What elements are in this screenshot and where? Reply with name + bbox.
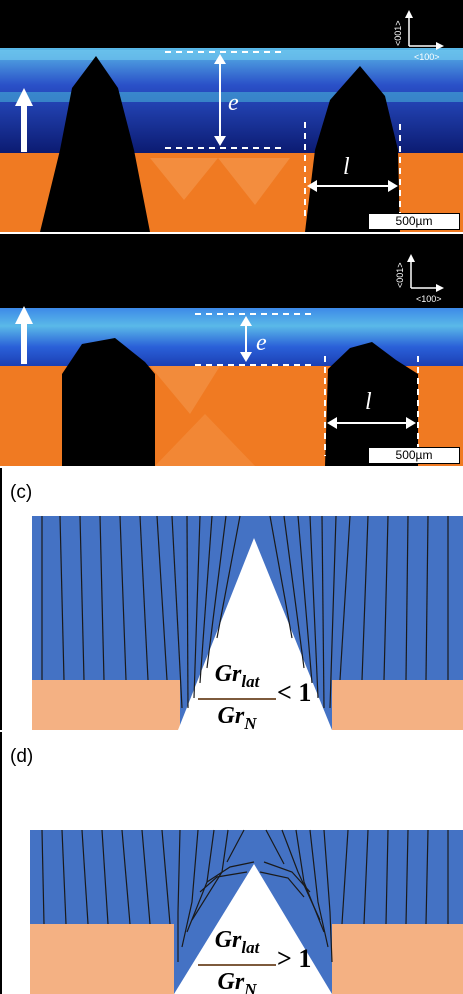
ratio-denominator-d: Gr: [217, 968, 245, 994]
dark-pyramid-left-b: [62, 338, 155, 466]
panel-label-d: (d): [10, 746, 34, 767]
dark-pyramid-right-b: [325, 342, 418, 466]
orange-substrate-left-d: [30, 924, 174, 994]
scale-bar-a: 500µm: [368, 213, 460, 230]
panel-a: (a) e l <001> <100> 500µm: [0, 0, 463, 232]
growth-ratio-d: Grlat GrN: [198, 926, 276, 994]
spacing-label-b: l: [365, 389, 372, 415]
ratio-numerator-sub-d: lat: [241, 937, 260, 957]
growth-arrow-b: [21, 320, 27, 364]
dark-pyramid-left: [40, 56, 150, 232]
diagram-d: [30, 829, 463, 994]
orange-substrate-left-c: [32, 680, 180, 730]
axis-horizontal-label-a: <100>: [414, 52, 440, 62]
ratio-denominator-c: Gr: [217, 702, 245, 729]
gap-triangle-d: [174, 864, 332, 994]
panel-b: (b) e l <001> <100> 500µm: [0, 234, 463, 466]
spacing-label-a: l: [343, 154, 350, 180]
ratio-numerator-d: Gr: [214, 927, 242, 953]
scale-bar-b: 500µm: [368, 447, 460, 464]
diagram-c: [32, 515, 463, 730]
growth-arrow-a: [21, 102, 27, 152]
panel-d: (d) Grlat GrN > 1: [0, 732, 463, 994]
relation-d: > 1: [277, 944, 312, 973]
gap-triangle-c: [178, 538, 332, 730]
thickness-label-a: e: [228, 90, 239, 116]
thickness-label-b: e: [256, 330, 267, 356]
orange-substrate-right-d: [332, 924, 463, 994]
axis-horizontal-label-b: <100>: [416, 294, 442, 304]
ratio-numerator-c: Gr: [214, 661, 242, 687]
micrograph-b: [0, 234, 463, 466]
ratio-numerator-sub-c: lat: [241, 671, 260, 691]
axis-vertical-label-a: <001>: [393, 20, 403, 46]
orange-substrate-right-c: [332, 680, 463, 730]
ratio-denominator-sub-c: N: [244, 713, 257, 730]
ratio-denominator-sub-d: N: [244, 979, 257, 994]
panel-label-b: (b): [8, 238, 32, 259]
panel-label-a: (a): [8, 4, 32, 25]
growth-ratio-c: Grlat GrN: [198, 660, 276, 730]
relation-c: < 1: [277, 678, 312, 707]
panel-label-c: (c): [10, 482, 33, 503]
panel-c: (c) Grlat GrN < 1: [0, 468, 463, 730]
axis-vertical-label-b: <001>: [395, 262, 405, 288]
dark-pyramid-right: [305, 66, 400, 232]
micrograph-a: [0, 0, 463, 232]
